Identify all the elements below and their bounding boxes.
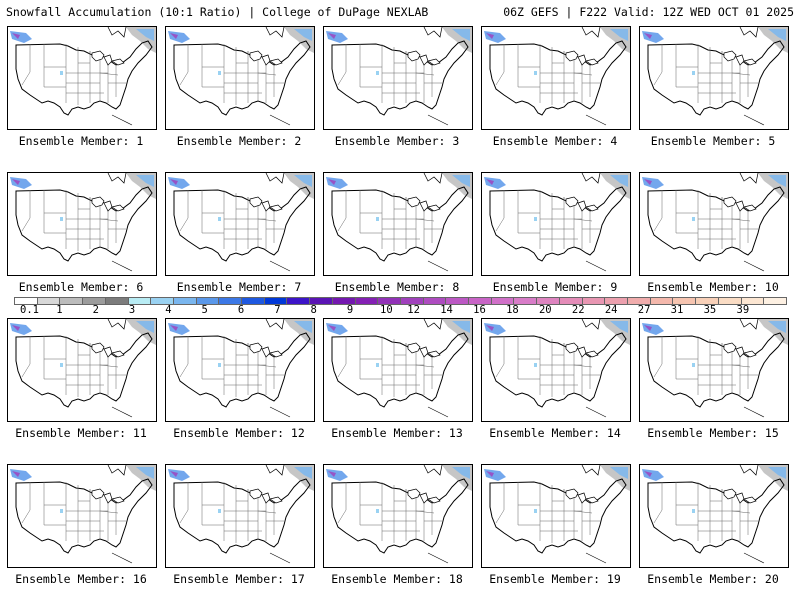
conus-map <box>168 465 314 564</box>
ensemble-member-label: Ensemble Member: 12 <box>173 426 305 440</box>
conus-map <box>642 27 788 126</box>
colorbar-tick-label: 0.1 <box>20 304 39 316</box>
colorbar-swatch <box>241 297 265 305</box>
colorbar-tick-label: 3 <box>128 304 136 316</box>
ensemble-member-label: Ensemble Member: 16 <box>15 572 147 586</box>
conus-map <box>168 173 314 272</box>
colorbar-swatch <box>354 297 379 305</box>
conus-map <box>642 465 788 564</box>
colorbar-tick-label: 1 <box>56 304 63 316</box>
colorbar-tick-label: 22 <box>571 304 585 316</box>
colorbar-swatch <box>286 297 311 305</box>
ensemble-member-label: Ensemble Member: 7 <box>176 280 302 294</box>
ensemble-member-label: Ensemble Member: 3 <box>334 134 460 148</box>
colorbar-swatch <box>104 297 129 305</box>
conus-map <box>484 27 630 126</box>
ensemble-map-panel <box>323 26 473 130</box>
ensemble-member-label: Ensemble Member: 19 <box>489 572 621 586</box>
colorbar-tick-label: 6 <box>237 304 245 316</box>
colorbar-tick-label: 24 <box>604 304 618 316</box>
conus-map <box>168 319 314 418</box>
ensemble-map-panel <box>7 464 157 568</box>
conus-map <box>10 173 156 272</box>
map-title: Snowfall Accumulation (10:1 Ratio) | Col… <box>6 5 429 19</box>
colorbar-tick-label: 12 <box>407 304 420 316</box>
ensemble-member-label: Ensemble Member: 18 <box>331 572 463 586</box>
colorbar-swatches <box>14 297 787 305</box>
colorbar-tick-label: 16 <box>473 304 486 316</box>
conus-map <box>168 27 314 126</box>
snowfall-colorbar: 0.1 1 2 3 4 5 6 7 8 9 10 12 14 16 18 20 22 24 27 31 35 39 <box>14 297 787 317</box>
conus-map <box>484 465 630 564</box>
ensemble-map-panel <box>481 318 631 422</box>
ensemble-member-label: Ensemble Member: 1 <box>18 134 144 148</box>
ensemble-map-panel <box>481 464 631 568</box>
ensemble-map-panel <box>7 318 157 422</box>
conus-map <box>642 319 788 418</box>
ensemble-map-panel <box>323 464 473 568</box>
ensemble-member-label: Ensemble Member: 10 <box>647 280 779 294</box>
colorbar-tick-label: 2 <box>92 304 99 316</box>
ensemble-map-panel <box>481 26 631 130</box>
ensemble-map-panel <box>165 26 315 130</box>
ensemble-member-label: Ensemble Member: 17 <box>173 572 305 586</box>
colorbar-tick-label: 39 <box>736 304 750 316</box>
ensemble-member-label: Ensemble Member: 14 <box>489 426 621 440</box>
ensemble-member-label: Ensemble Member: 6 <box>18 280 144 294</box>
conus-map <box>326 173 472 272</box>
ensemble-member-label: Ensemble Member: 11 <box>15 426 147 440</box>
ensemble-map-panel <box>639 172 789 276</box>
ensemble-map-panel <box>481 172 631 276</box>
ensemble-map-panel <box>639 26 789 130</box>
colorbar-tick-label: 4 <box>165 304 172 316</box>
ensemble-map-panel <box>165 172 315 276</box>
ensemble-map-panel <box>323 172 473 276</box>
ensemble-member-label: Ensemble Member: 13 <box>331 426 463 440</box>
ensemble-map-panel <box>639 318 789 422</box>
colorbar-tick-label: 35 <box>703 304 717 316</box>
colorbar-tick-label: 18 <box>506 304 519 316</box>
colorbar-tick-label: 9 <box>346 304 354 316</box>
conus-map <box>484 319 630 418</box>
colorbar-tick-label: 5 <box>201 304 208 316</box>
ensemble-member-label: Ensemble Member: 20 <box>647 572 779 586</box>
ensemble-member-label: Ensemble Member: 2 <box>176 134 302 148</box>
ensemble-map-panel <box>639 464 789 568</box>
ensemble-map-panel <box>165 464 315 568</box>
colorbar-tick-label: 7 <box>274 304 281 316</box>
colorbar-swatch <box>172 297 197 305</box>
ensemble-member-label: Ensemble Member: 5 <box>650 134 776 148</box>
conus-map <box>326 319 472 418</box>
colorbar-tick-label: 20 <box>538 304 552 316</box>
ensemble-member-label: Ensemble Member: 8 <box>334 280 460 294</box>
conus-map <box>326 27 472 126</box>
colorbar-swatch <box>763 297 787 305</box>
conus-map <box>10 27 156 126</box>
colorbar-labels: 0.1 1 2 3 4 5 6 7 8 9 10 12 14 16 18 20 22 24 27 31 35 39 <box>14 304 786 316</box>
conus-map <box>10 465 156 564</box>
model-run-info: 06Z GEFS | F222 Valid: 12Z WED OCT 01 20… <box>503 5 794 19</box>
conus-map <box>10 319 156 418</box>
colorbar-swatch <box>581 297 606 305</box>
colorbar-tick-label: 14 <box>440 304 453 316</box>
conus-map <box>484 173 630 272</box>
ensemble-member-label: Ensemble Member: 9 <box>492 280 618 294</box>
ensemble-map-panel <box>7 26 157 130</box>
colorbar-swatch <box>59 297 84 305</box>
colorbar-tick-label: 31 <box>670 304 684 316</box>
conus-map <box>326 465 472 564</box>
colorbar-tick-label: 8 <box>310 304 317 316</box>
ensemble-map-panel <box>165 318 315 422</box>
conus-map <box>642 173 788 272</box>
colorbar-tick-label: 27 <box>637 304 651 316</box>
ensemble-member-label: Ensemble Member: 15 <box>647 426 779 440</box>
colorbar-tick-label: 10 <box>380 304 393 316</box>
ensemble-map-panel <box>7 172 157 276</box>
ensemble-member-label: Ensemble Member: 4 <box>492 134 618 148</box>
ensemble-map-panel <box>323 318 473 422</box>
